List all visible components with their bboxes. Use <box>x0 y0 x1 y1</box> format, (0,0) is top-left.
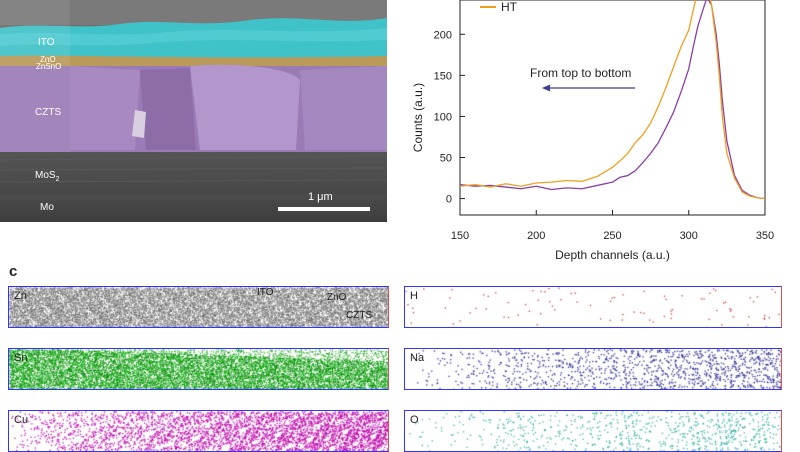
element-map-label-sn: Sn <box>14 352 27 364</box>
y-tick-label-1: 50 <box>440 153 452 165</box>
element-map-canvas-sn <box>9 349 388 389</box>
layer-label-mo: Mo <box>40 202 54 213</box>
annotation-arrow-head <box>542 85 550 92</box>
scale-bar-label: 1 μm <box>308 191 333 203</box>
y-axis-label: Counts (a.u.) <box>411 83 425 152</box>
layer-label-mos2: MoS2 <box>35 170 59 183</box>
element-map-label-h: H <box>410 290 418 302</box>
panel-label-c: c <box>9 263 17 280</box>
x-tick-label-2: 250 <box>603 230 621 242</box>
legend-label-ht: HT <box>501 0 518 14</box>
element-map-label-o: O <box>410 414 419 426</box>
scale-bar <box>278 207 370 211</box>
element-map-annotation-ito: ITO <box>257 287 273 298</box>
element-map-label-zn: Zn <box>14 290 27 302</box>
y-tick-label-0: 0 <box>446 194 452 206</box>
series-line-1 <box>460 0 765 199</box>
element-map-annotation-czts: CZTS <box>346 310 372 321</box>
layer-label-znsno: ZnSnO <box>36 62 61 71</box>
x-tick-label-1: 200 <box>527 230 545 242</box>
depth-profile-chart: 150200250300350050100150200250Depth chan… <box>400 0 800 270</box>
annotation-text: From top to bottom <box>530 66 631 80</box>
element-map-canvas-o <box>405 411 781 451</box>
element-map-cu: Cu <box>8 410 389 452</box>
element-map-na: Na <box>404 348 782 390</box>
y-tick-label-4: 200 <box>434 29 452 41</box>
layer-label-ito: ITO <box>38 37 54 48</box>
element-map-canvas-h <box>405 287 781 327</box>
series-line-0 <box>460 0 765 199</box>
element-map-canvas-cu <box>9 411 388 451</box>
y-tick-label-2: 100 <box>434 111 452 123</box>
element-map-sn: Sn <box>8 348 389 390</box>
x-tick-label-4: 350 <box>756 230 774 242</box>
x-axis-label: Depth channels (a.u.) <box>555 248 670 262</box>
y-tick-label-3: 150 <box>434 70 452 82</box>
element-map-o: O <box>404 410 782 452</box>
element-map-canvas-na <box>405 349 781 389</box>
layer-label-czts: CZTS <box>35 107 61 118</box>
x-tick-label-0: 150 <box>451 230 469 242</box>
element-map-label-cu: Cu <box>14 414 28 426</box>
sem-micrograph: ITO ZnO ZnSnO CZTS MoS2 Mo 1 μm <box>0 0 387 222</box>
x-tick-label-3: 300 <box>680 230 698 242</box>
element-map-h: H <box>404 286 782 328</box>
element-map-annotation-zno: ZnO <box>327 292 346 303</box>
element-map-label-na: Na <box>410 352 424 364</box>
